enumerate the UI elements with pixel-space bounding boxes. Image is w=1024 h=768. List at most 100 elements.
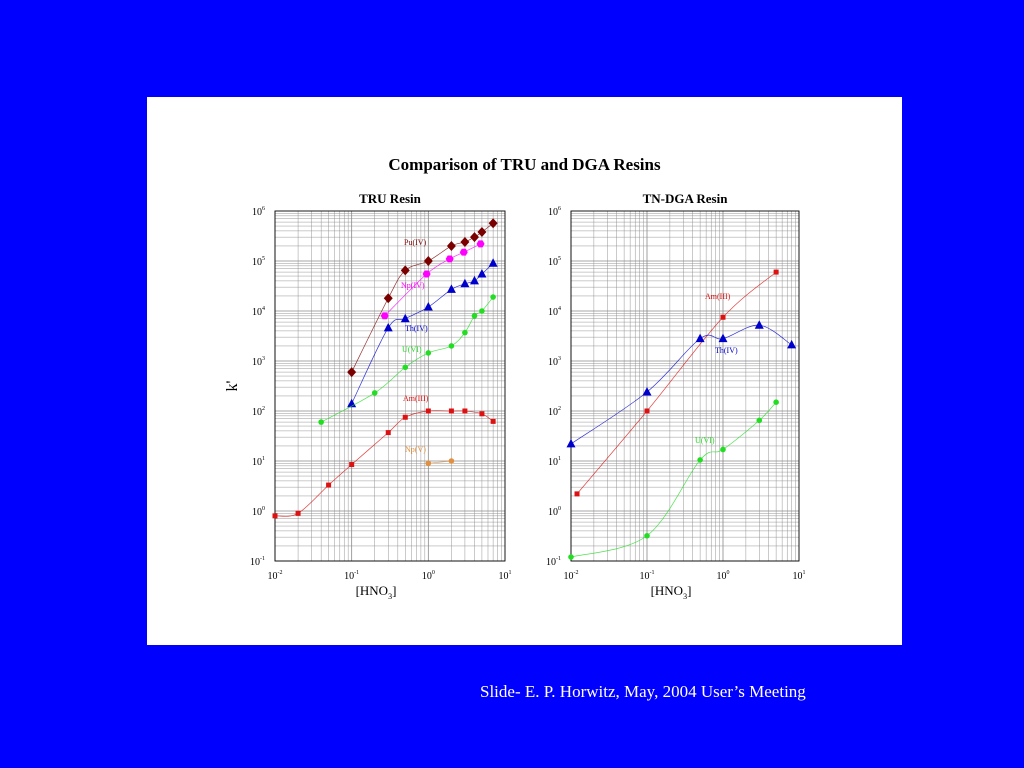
data-point (445, 255, 454, 263)
data-point (423, 302, 433, 311)
data-point (448, 408, 454, 414)
data-point (490, 418, 496, 424)
data-point (383, 293, 393, 304)
data-point (460, 236, 470, 247)
data-point (773, 269, 779, 275)
data-point (272, 513, 278, 519)
x-tick-label: 100 (422, 570, 435, 582)
data-point (448, 458, 455, 464)
data-point (425, 460, 432, 467)
data-point (695, 333, 705, 343)
data-point (425, 350, 432, 356)
x-tick-label: 101 (499, 570, 512, 582)
x-tick-label: 10-2 (268, 570, 283, 582)
data-point (773, 399, 779, 405)
y-tick-label: 100 (252, 506, 265, 518)
data-point (756, 417, 763, 424)
data-point (402, 364, 409, 371)
data-point (469, 232, 479, 243)
data-point (459, 248, 468, 256)
data-point (471, 313, 478, 319)
y-tick-label: 101 (252, 456, 265, 468)
series-amiii: Am(III) (272, 394, 496, 519)
data-point (476, 240, 485, 248)
data-point (568, 554, 574, 560)
series-label: Am(III) (403, 394, 429, 403)
y-tick-label: 100 (548, 506, 561, 518)
data-point (446, 284, 456, 293)
data-point (488, 258, 498, 267)
data-point (469, 275, 479, 285)
x-tick-label: 10-1 (344, 570, 359, 582)
series-label: U(VI) (402, 345, 422, 354)
series-npv: Np(V) (405, 445, 455, 467)
data-point (402, 414, 408, 420)
data-point (385, 430, 391, 436)
data-point (574, 491, 580, 497)
data-point (425, 408, 431, 414)
chart-panel: Comparison of TRU and DGA Resins TRU Res… (147, 97, 902, 645)
series-label: Am(III) (705, 292, 731, 301)
y-tick-label: 106 (548, 206, 561, 218)
data-point (383, 322, 393, 332)
y-tick-label: 102 (548, 406, 561, 418)
y-tick-label: 10-1 (250, 556, 265, 568)
series-amiii: Am(III) (574, 269, 779, 497)
series-label: Th(IV) (405, 324, 428, 333)
series-uvi: U(VI) (568, 399, 779, 560)
data-point (422, 270, 431, 278)
data-point (349, 462, 355, 468)
y-tick-label: 104 (548, 306, 561, 318)
series-label: Pu(IV) (404, 238, 427, 247)
series-puiv: Pu(IV) (347, 218, 498, 378)
data-point (754, 320, 764, 329)
main-title: Comparison of TRU and DGA Resins (388, 155, 661, 174)
data-point (720, 314, 726, 320)
y-tick-label: 103 (548, 356, 561, 368)
series-curve (570, 401, 777, 558)
chart-title: TRU Resin (359, 191, 422, 206)
y-tick-label: 104 (252, 306, 265, 318)
y-tick-label: 105 (548, 256, 561, 268)
series-label: Np(IV) (401, 281, 425, 290)
data-point (460, 278, 470, 288)
slide-footer: Slide- E. P. Horwitz, May, 2004 User’s M… (480, 682, 806, 701)
data-point (479, 411, 485, 417)
chart-title: TN-DGA Resin (643, 191, 729, 206)
data-point (446, 240, 456, 251)
data-point (787, 339, 797, 349)
y-axis-label: k' (224, 380, 241, 391)
data-point (477, 227, 487, 238)
data-point (423, 256, 433, 266)
data-point (720, 446, 726, 453)
x-tick-label: 100 (717, 570, 730, 582)
data-point (462, 329, 468, 336)
series-label: U(VI) (695, 436, 715, 445)
data-point (644, 532, 650, 539)
plot-frame (570, 210, 800, 562)
data-point (479, 308, 485, 314)
x-axis-label: [HNO3] (356, 583, 397, 601)
data-point (488, 218, 498, 229)
data-point (566, 438, 576, 448)
y-tick-label: 105 (252, 256, 265, 268)
y-tick-label: 10-1 (546, 556, 561, 568)
data-point (400, 313, 410, 323)
data-point (380, 312, 389, 320)
data-point (326, 482, 332, 488)
data-point (347, 367, 357, 378)
data-point (644, 408, 650, 414)
series-curve (576, 271, 777, 495)
y-tick-label: 106 (252, 206, 265, 218)
x-axis-label: [HNO3] (651, 583, 692, 601)
plot-frame (274, 210, 506, 562)
x-tick-label: 10-1 (640, 570, 655, 582)
y-tick-label: 101 (548, 456, 561, 468)
x-tick-label: 101 (793, 570, 806, 582)
data-point (490, 294, 496, 300)
series-label: Th(IV) (715, 346, 738, 355)
data-point (642, 386, 652, 396)
data-point (318, 419, 324, 425)
y-tick-label: 103 (252, 356, 265, 368)
